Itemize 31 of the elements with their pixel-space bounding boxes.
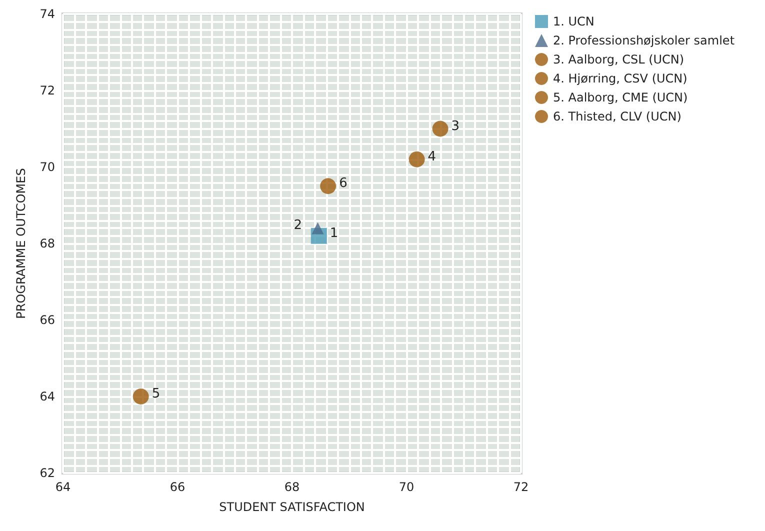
annotation: 5 (152, 386, 160, 402)
y-tick-label: 62 (40, 466, 55, 480)
legend-label: 2. Professionshøjskoler samlet (553, 34, 735, 48)
legend-label: 6. Thisted, CLV (UCN) (553, 110, 682, 124)
legend-label: 4. Hjørring, CSV (UCN) (553, 72, 688, 86)
x-tick-label: 64 (55, 480, 71, 494)
point (132, 388, 149, 404)
annotation: 3 (451, 118, 460, 134)
y-tick-label: 68 (40, 236, 55, 250)
annotation: 4 (428, 149, 436, 164)
x-tick-label: 72 (513, 480, 529, 494)
point (320, 178, 336, 194)
annotation: 2 (294, 218, 302, 234)
point (432, 120, 448, 137)
x-tick-label: 70 (398, 480, 414, 494)
y-tick-label: 64 (40, 390, 55, 404)
annotation: 6 (339, 176, 348, 192)
x-tick-label: 66 (170, 480, 186, 494)
y-tick-label: 66 (40, 313, 55, 327)
y-tick-label: 72 (40, 84, 55, 98)
legend-label: 1. UCN (553, 14, 594, 28)
point (408, 151, 425, 168)
y-tick-label: 70 (40, 160, 55, 174)
x-tick-label: 68 (284, 480, 300, 494)
x-axis-title: STUDENT SATISFACTION (219, 500, 365, 514)
point (312, 222, 324, 234)
legend-label: 3. Aalborg, CSL (UCN) (553, 52, 684, 66)
annotation: 1 (330, 226, 338, 241)
y-axis-title: PROGRAMME OUTCOMES (14, 168, 28, 319)
y-tick-label: 74 (40, 7, 55, 21)
legend-label: 5. Aalborg, CME (UCN) (553, 90, 688, 104)
